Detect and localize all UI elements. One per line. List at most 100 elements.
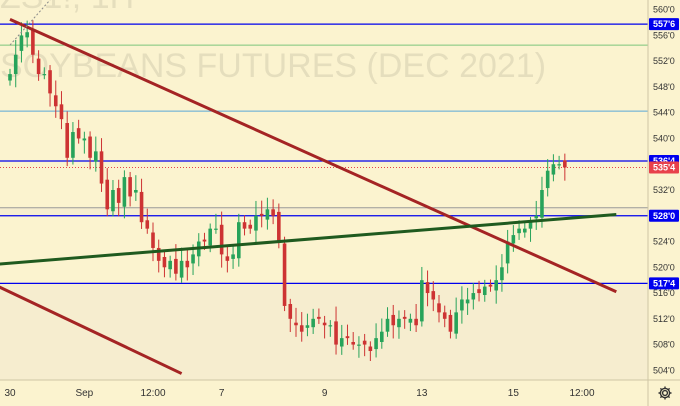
y-tick-label: 508'0 — [653, 340, 675, 350]
candle-body — [99, 151, 104, 184]
candle-body — [82, 138, 87, 141]
candle-body — [345, 336, 350, 339]
candle-body — [116, 188, 121, 203]
candle-body — [48, 70, 52, 94]
watermark-instrument: SOYBEANS FUTURES (DEC 2021) — [0, 47, 546, 85]
candle-body — [442, 312, 447, 319]
candle-body — [294, 322, 298, 326]
candle — [437, 294, 441, 323]
level-badge-label: 528'0 — [653, 211, 675, 221]
range-band — [0, 283, 648, 380]
level-badge-label: 557'6 — [653, 19, 675, 29]
settings-button[interactable] — [656, 384, 674, 402]
candle-body — [322, 322, 327, 326]
candle-body — [265, 209, 270, 220]
candle-body — [339, 338, 344, 347]
candle — [328, 320, 333, 337]
candle-body — [311, 318, 315, 328]
x-tick-label: 12:00 — [140, 388, 165, 399]
last-price-badge — [649, 161, 679, 174]
candle-body — [282, 243, 287, 306]
candle — [53, 80, 58, 118]
candle-body — [71, 132, 75, 158]
candle-body — [448, 314, 453, 332]
level-badge-label: 536'4 — [653, 156, 675, 166]
candle — [156, 239, 161, 273]
candle — [8, 68, 12, 86]
candle — [442, 305, 447, 328]
candle — [322, 315, 327, 339]
candle-body — [305, 325, 310, 328]
y-tick-label: 556'0 — [653, 30, 675, 40]
candle — [500, 254, 504, 292]
candle — [534, 200, 539, 230]
candle — [357, 336, 361, 358]
candle — [311, 308, 315, 334]
candle-body — [299, 325, 304, 332]
candle — [111, 180, 115, 217]
candle — [59, 91, 64, 130]
candle — [448, 309, 453, 339]
candle — [505, 229, 510, 274]
candle-body — [111, 190, 115, 212]
candle-body — [540, 190, 544, 218]
candle-body — [471, 293, 476, 300]
candle-body — [202, 239, 207, 242]
candle-body — [13, 54, 18, 75]
candle-body — [105, 179, 110, 210]
time-axis — [0, 380, 680, 406]
candle-body — [431, 291, 436, 300]
candle — [477, 280, 481, 302]
candle — [265, 197, 270, 230]
candle-body — [162, 256, 167, 268]
candle — [105, 168, 110, 217]
candle — [214, 213, 218, 234]
candle — [482, 279, 487, 302]
level-badge-label: 517'4 — [653, 278, 675, 288]
candle — [374, 323, 378, 358]
candle-body — [248, 224, 253, 229]
level-badge — [649, 18, 679, 31]
candle-body — [134, 190, 138, 193]
candle — [391, 304, 396, 339]
candle-body — [179, 260, 184, 278]
x-tick-label: 9 — [322, 388, 328, 399]
last-price-label: 535'4 — [653, 162, 675, 172]
candle-body — [122, 177, 127, 207]
candle-body — [59, 104, 64, 120]
y-tick-label: 512'0 — [653, 314, 675, 324]
candle-body — [219, 224, 224, 255]
candle-body — [408, 318, 413, 323]
candle-body — [523, 228, 527, 233]
candle-body — [482, 286, 487, 295]
candle — [179, 247, 184, 283]
x-tick-label: 7 — [219, 388, 225, 399]
y-tick-label: 504'0 — [653, 365, 675, 375]
y-tick-label: 544'0 — [653, 108, 675, 118]
candle-body — [65, 123, 69, 158]
candle-body — [420, 280, 424, 322]
candle — [397, 310, 401, 339]
candle — [13, 39, 18, 88]
candle-body — [31, 30, 35, 55]
candle — [288, 298, 293, 333]
y-tick-label: 532'0 — [653, 185, 675, 195]
candle-body — [76, 128, 81, 139]
candle — [305, 313, 310, 337]
candle — [385, 307, 390, 337]
candle-body — [545, 170, 550, 189]
candle — [82, 131, 87, 154]
candle-body — [437, 303, 441, 313]
watermark-symbol: ZS1!, 1H — [0, 0, 134, 16]
candle — [488, 279, 493, 292]
candle — [94, 136, 98, 172]
candle-body — [557, 164, 561, 166]
candle-body — [225, 256, 230, 261]
candle — [151, 222, 155, 262]
trend-line — [9, 17, 617, 294]
candle — [259, 200, 264, 228]
candle — [162, 250, 167, 278]
candle — [557, 155, 561, 170]
